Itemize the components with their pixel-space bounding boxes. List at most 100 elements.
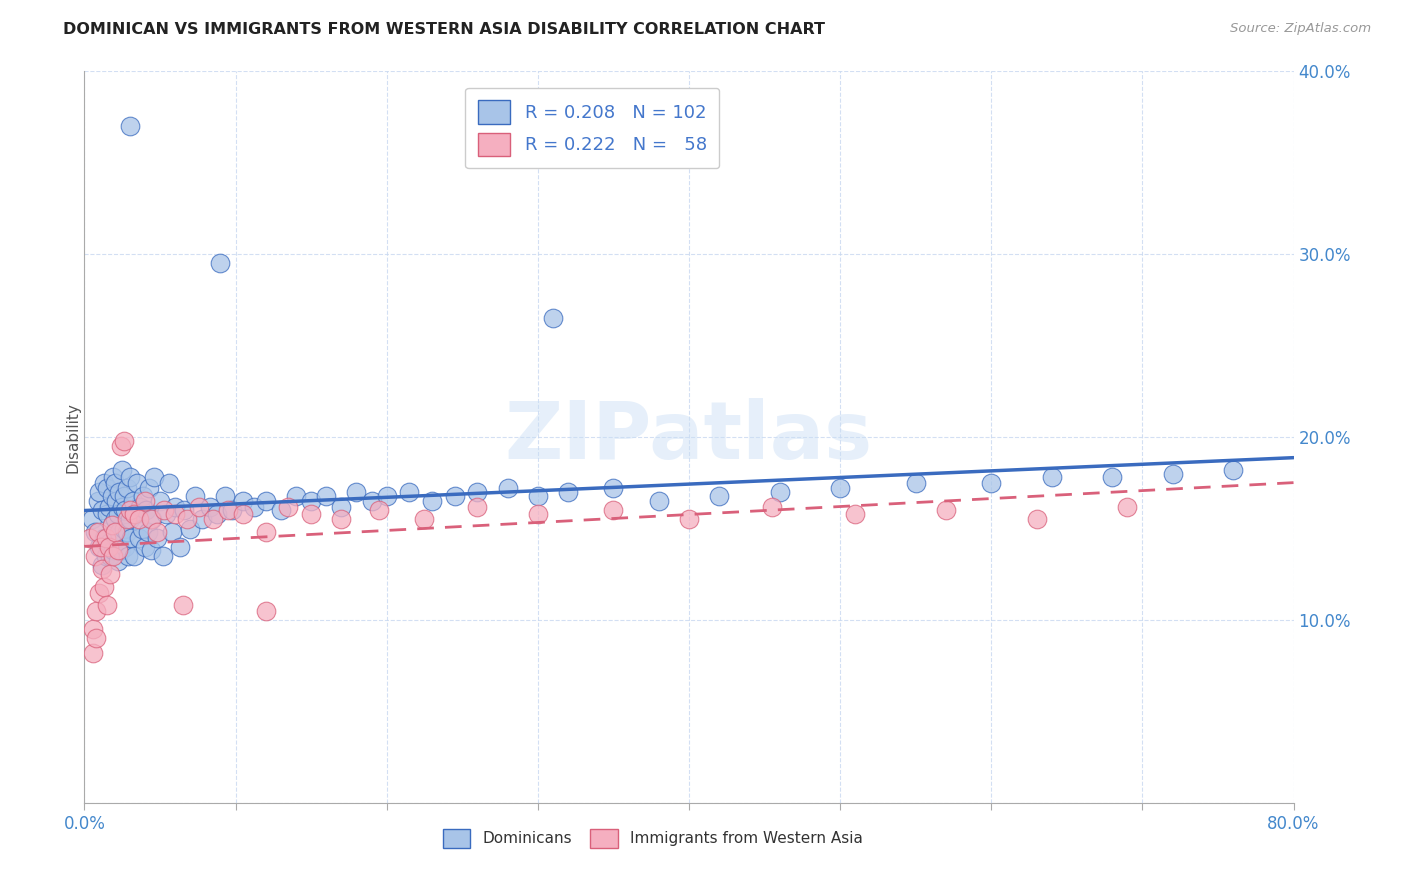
Point <box>101 549 124 563</box>
Point <box>94 531 117 545</box>
Point <box>173 503 195 517</box>
Point <box>98 549 121 563</box>
Point <box>221 503 243 517</box>
Point <box>107 543 129 558</box>
Point <box>84 549 107 563</box>
Point <box>152 549 174 563</box>
Point <box>112 434 135 448</box>
Point <box>467 485 489 500</box>
Point <box>96 507 118 521</box>
Point <box>131 521 153 535</box>
Point <box>557 485 579 500</box>
Point <box>91 562 114 576</box>
Point <box>97 500 120 514</box>
Point <box>183 489 205 503</box>
Point <box>527 507 550 521</box>
Point <box>648 494 671 508</box>
Point <box>100 517 122 532</box>
Point <box>165 500 187 514</box>
Point <box>138 481 160 495</box>
Point <box>602 481 624 495</box>
Point <box>115 512 138 526</box>
Point <box>107 554 129 568</box>
Point <box>87 494 110 508</box>
Point <box>935 503 957 517</box>
Point <box>112 521 135 535</box>
Point <box>277 500 299 514</box>
Point <box>101 543 124 558</box>
Point <box>155 507 177 521</box>
Point <box>346 485 368 500</box>
Point <box>118 503 141 517</box>
Point <box>761 500 783 514</box>
Point <box>118 120 141 134</box>
Text: DOMINICAN VS IMMIGRANTS FROM WESTERN ASIA DISABILITY CORRELATION CHART: DOMINICAN VS IMMIGRANTS FROM WESTERN ASI… <box>63 22 825 37</box>
Point <box>122 549 145 563</box>
Point <box>443 489 465 503</box>
Point <box>104 525 127 540</box>
Point <box>242 500 264 514</box>
Point <box>104 512 127 526</box>
Point <box>217 503 239 517</box>
Point <box>146 525 169 540</box>
Point <box>93 580 115 594</box>
Point <box>91 503 114 517</box>
Point <box>830 481 852 495</box>
Point <box>769 485 792 500</box>
Point <box>104 475 127 490</box>
Point <box>90 540 112 554</box>
Legend: Dominicans, Immigrants from Western Asia: Dominicans, Immigrants from Western Asia <box>433 820 872 857</box>
Point <box>118 470 141 484</box>
Point <box>201 512 224 526</box>
Point <box>136 525 159 540</box>
Point <box>128 531 150 545</box>
Point <box>118 512 141 526</box>
Point <box>97 536 120 550</box>
Point <box>299 507 322 521</box>
Point <box>134 494 156 508</box>
Point <box>111 500 134 514</box>
Point <box>149 494 172 508</box>
Point <box>89 485 111 500</box>
Point <box>146 531 169 545</box>
Point <box>527 489 550 503</box>
Point <box>129 500 152 514</box>
Point <box>139 543 162 558</box>
Point <box>125 507 148 521</box>
Point <box>80 512 103 526</box>
Point <box>375 489 398 503</box>
Point <box>108 525 131 540</box>
Point <box>82 646 104 660</box>
Point <box>315 489 337 503</box>
Point <box>79 531 101 545</box>
Point <box>169 540 191 554</box>
Text: ZIPatlas: ZIPatlas <box>505 398 873 476</box>
Point <box>678 512 700 526</box>
Point <box>176 512 198 526</box>
Point <box>139 512 162 526</box>
Point <box>188 500 211 514</box>
Point <box>89 585 111 599</box>
Point <box>87 525 110 540</box>
Point <box>96 481 118 495</box>
Point <box>254 494 277 508</box>
Point <box>135 503 157 517</box>
Point <box>330 500 353 514</box>
Point <box>1040 470 1063 484</box>
Point <box>254 604 277 618</box>
Point <box>93 475 115 490</box>
Point <box>254 525 277 540</box>
Point <box>165 507 187 521</box>
Point <box>270 503 292 517</box>
Point <box>98 567 121 582</box>
Point <box>112 489 135 503</box>
Point <box>398 485 420 500</box>
Point <box>209 256 232 270</box>
Point <box>1161 467 1184 481</box>
Point <box>110 439 132 453</box>
Point <box>1101 470 1123 484</box>
Point <box>115 525 138 540</box>
Point <box>134 540 156 554</box>
Point <box>172 599 194 613</box>
Point <box>115 481 138 495</box>
